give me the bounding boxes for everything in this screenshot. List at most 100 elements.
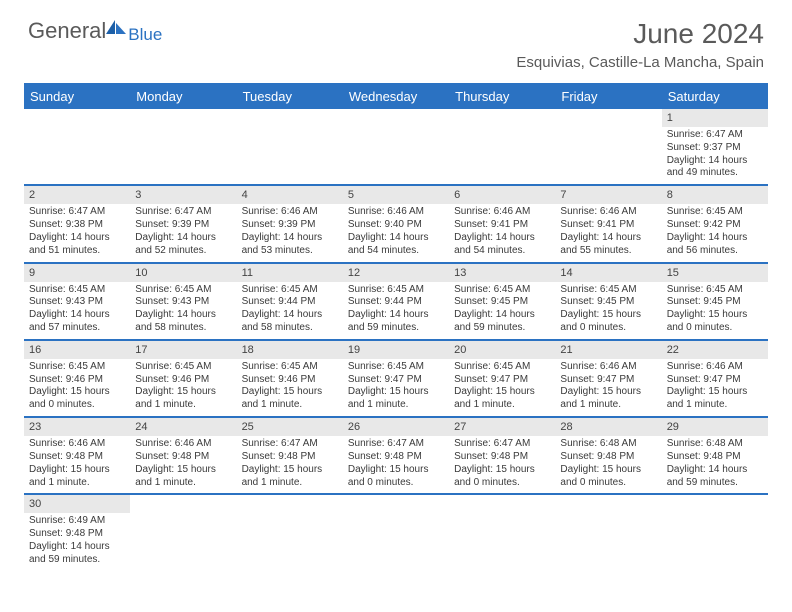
weekday-header: Monday xyxy=(130,85,236,109)
daylight-line-2: and 0 minutes. xyxy=(560,322,657,335)
sail-icon xyxy=(104,18,128,36)
day-cell: 12Sunrise: 6:45 AMSunset: 9:44 PMDayligh… xyxy=(343,264,449,339)
day-cell: 19 Sunrise: 6:45 AMSunset: 9:47 PMDayligh… xyxy=(343,341,449,416)
day-number: 19 xyxy=(343,341,449,359)
sunset-line: Sunset: 9:48 PM xyxy=(454,451,551,464)
calendar: SundayMondayTuesdayWednesdayThursdayFrid… xyxy=(24,83,768,571)
day-cell: 15Sunrise: 6:45 AMSunset: 9:45 PMDayligh… xyxy=(662,264,768,339)
sunrise-line: Sunrise: 6:47 AM xyxy=(454,438,551,451)
daylight-line-1: Daylight: 14 hours xyxy=(135,309,232,322)
week-row: 1Sunrise: 6:47 AMSunset: 9:37 PMDaylight… xyxy=(24,109,768,186)
sunset-line: Sunset: 9:47 PM xyxy=(348,374,445,387)
day-number: 14 xyxy=(555,264,661,282)
daylight-line-1: Daylight: 15 hours xyxy=(667,309,764,322)
sunset-line: Sunset: 9:38 PM xyxy=(29,219,126,232)
sunrise-line: Sunrise: 6:47 AM xyxy=(348,438,445,451)
sunrise-line: Sunrise: 6:45 AM xyxy=(667,284,764,297)
day-cell xyxy=(343,109,449,184)
daylight-line-1: Daylight: 14 hours xyxy=(454,232,551,245)
daylight-line-2: and 1 minute. xyxy=(29,477,126,490)
daylight-line-2: and 1 minute. xyxy=(454,399,551,412)
daylight-line-1: Daylight: 14 hours xyxy=(667,232,764,245)
daylight-line-2: and 1 minute. xyxy=(560,399,657,412)
day-number: 15 xyxy=(662,264,768,282)
day-cell: 3Sunrise: 6:47 AMSunset: 9:39 PMDaylight… xyxy=(130,186,236,261)
sunset-line: Sunset: 9:42 PM xyxy=(667,219,764,232)
daylight-line-2: and 58 minutes. xyxy=(135,322,232,335)
daylight-line-1: Daylight: 14 hours xyxy=(29,541,126,554)
logo: General Blue xyxy=(28,18,162,44)
daylight-line-1: Daylight: 14 hours xyxy=(560,232,657,245)
day-number: 5 xyxy=(343,186,449,204)
daylight-line-1: Daylight: 14 hours xyxy=(29,309,126,322)
sunrise-line: Sunrise: 6:45 AM xyxy=(667,206,764,219)
daylight-line-2: and 1 minute. xyxy=(242,477,339,490)
day-cell: 20Sunrise: 6:45 AMSunset: 9:47 PMDayligh… xyxy=(449,341,555,416)
sunrise-line: Sunrise: 6:45 AM xyxy=(29,361,126,374)
daylight-line-1: Daylight: 15 hours xyxy=(29,464,126,477)
weeks-container: 1Sunrise: 6:47 AMSunset: 9:37 PMDaylight… xyxy=(24,109,768,571)
sunset-line: Sunset: 9:48 PM xyxy=(667,451,764,464)
weekday-header: Friday xyxy=(555,85,661,109)
daylight-line-2: and 0 minutes. xyxy=(667,322,764,335)
daylight-line-2: and 56 minutes. xyxy=(667,245,764,258)
day-cell: 4Sunrise: 6:46 AMSunset: 9:39 PMDaylight… xyxy=(237,186,343,261)
day-cell: 18Sunrise: 6:45 AMSunset: 9:46 PMDayligh… xyxy=(237,341,343,416)
sunset-line: Sunset: 9:46 PM xyxy=(29,374,126,387)
daylight-line-1: Daylight: 15 hours xyxy=(135,386,232,399)
sunrise-line: Sunrise: 6:45 AM xyxy=(242,361,339,374)
daylight-line-1: Daylight: 14 hours xyxy=(667,464,764,477)
daylight-line-1: Daylight: 14 hours xyxy=(29,232,126,245)
weekday-header: Saturday xyxy=(662,85,768,109)
day-cell xyxy=(237,109,343,184)
logo-text-general: General xyxy=(28,18,106,44)
sunrise-line: Sunrise: 6:47 AM xyxy=(667,129,764,142)
sunset-line: Sunset: 9:41 PM xyxy=(560,219,657,232)
sunset-line: Sunset: 9:46 PM xyxy=(135,374,232,387)
day-cell: 1Sunrise: 6:47 AMSunset: 9:37 PMDaylight… xyxy=(662,109,768,184)
day-cell xyxy=(555,495,661,570)
sunrise-line: Sunrise: 6:46 AM xyxy=(29,438,126,451)
sunrise-line: Sunrise: 6:46 AM xyxy=(135,438,232,451)
daylight-line-1: Daylight: 15 hours xyxy=(560,309,657,322)
week-row: 30Sunrise: 6:49 AMSunset: 9:48 PMDayligh… xyxy=(24,495,768,570)
header: General Blue June 2024 Esquivias, Castil… xyxy=(0,0,792,77)
day-number: 16 xyxy=(24,341,130,359)
day-cell: 10Sunrise: 6:45 AMSunset: 9:43 PMDayligh… xyxy=(130,264,236,339)
day-number: 30 xyxy=(24,495,130,513)
day-number: 18 xyxy=(237,341,343,359)
daylight-line-2: and 0 minutes. xyxy=(454,477,551,490)
day-cell xyxy=(130,109,236,184)
sunset-line: Sunset: 9:45 PM xyxy=(560,296,657,309)
daylight-line-1: Daylight: 14 hours xyxy=(242,309,339,322)
sunrise-line: Sunrise: 6:45 AM xyxy=(135,361,232,374)
daylight-line-1: Daylight: 15 hours xyxy=(454,386,551,399)
page-title: June 2024 xyxy=(516,18,764,50)
day-number: 2 xyxy=(24,186,130,204)
sunset-line: Sunset: 9:44 PM xyxy=(348,296,445,309)
sunset-line: Sunset: 9:43 PM xyxy=(135,296,232,309)
sunrise-line: Sunrise: 6:47 AM xyxy=(135,206,232,219)
sunrise-line: Sunrise: 6:47 AM xyxy=(29,206,126,219)
day-number: 9 xyxy=(24,264,130,282)
daylight-line-2: and 0 minutes. xyxy=(29,399,126,412)
sunset-line: Sunset: 9:48 PM xyxy=(29,528,126,541)
day-cell: 2 Sunrise: 6:47 AMSunset: 9:38 PMDaylight… xyxy=(24,186,130,261)
day-cell: 13Sunrise: 6:45 AMSunset: 9:45 PMDayligh… xyxy=(449,264,555,339)
day-number: 27 xyxy=(449,418,555,436)
day-cell xyxy=(662,495,768,570)
sunrise-line: Sunrise: 6:45 AM xyxy=(348,361,445,374)
sunrise-line: Sunrise: 6:45 AM xyxy=(135,284,232,297)
sunrise-line: Sunrise: 6:45 AM xyxy=(29,284,126,297)
daylight-line-2: and 0 minutes. xyxy=(560,477,657,490)
daylight-line-1: Daylight: 15 hours xyxy=(348,386,445,399)
day-number: 28 xyxy=(555,418,661,436)
day-cell: 28Sunrise: 6:48 AMSunset: 9:48 PMDayligh… xyxy=(555,418,661,493)
sunset-line: Sunset: 9:39 PM xyxy=(242,219,339,232)
day-number: 17 xyxy=(130,341,236,359)
weekday-header: Wednesday xyxy=(343,85,449,109)
sunset-line: Sunset: 9:39 PM xyxy=(135,219,232,232)
day-cell xyxy=(130,495,236,570)
day-cell: 30Sunrise: 6:49 AMSunset: 9:48 PMDayligh… xyxy=(24,495,130,570)
daylight-line-2: and 57 minutes. xyxy=(29,322,126,335)
